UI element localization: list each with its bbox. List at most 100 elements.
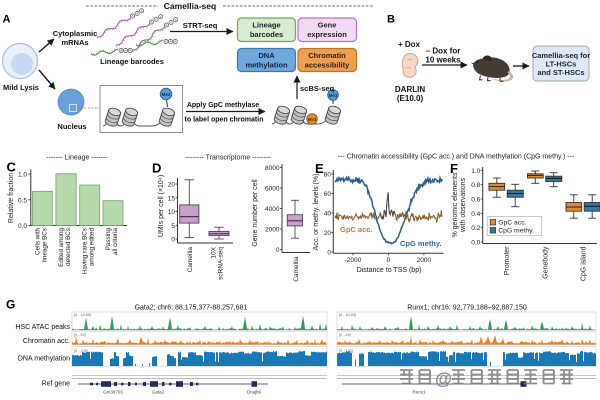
svg-text:Camellia-seq for: Camellia-seq for — [532, 51, 590, 60]
svg-text:CpG methy.: CpG methy. — [498, 228, 534, 235]
svg-text:60: 60 — [324, 191, 332, 198]
svg-text:detected BCs: detected BCs — [65, 228, 72, 266]
svg-text:1.0: 1.0 — [18, 172, 27, 179]
svg-text:HSC ATAC peaks: HSC ATAC peaks — [15, 324, 70, 331]
svg-text:A: A — [170, 40, 172, 44]
svg-text:A: A — [131, 14, 133, 18]
svg-text:A: A — [136, 12, 138, 16]
svg-text:15: 15 — [168, 195, 176, 202]
svg-text:Dnajb6: Dnajb6 — [247, 390, 262, 395]
svg-text:CpG island: CpG island — [581, 246, 588, 281]
svg-text:GpC acc.: GpC acc. — [340, 225, 373, 234]
svg-text:20: 20 — [168, 182, 176, 189]
svg-text:STRT-seq: STRT-seq — [183, 21, 218, 30]
svg-text:B: B — [387, 14, 395, 26]
svg-text:Camellia: Camellia — [293, 256, 300, 282]
svg-text:Gene number per cell: Gene number per cell — [252, 179, 259, 247]
svg-text:-------- Transcriptome -------: -------- Transcriptome -------- — [185, 155, 271, 162]
svg-text:A: A — [165, 23, 167, 27]
svg-text:A: A — [120, 49, 122, 53]
svg-text:Lineage barcodes: Lineage barcodes — [100, 57, 164, 66]
svg-text:all criteria: all criteria — [112, 228, 119, 255]
svg-text:80: 80 — [324, 172, 332, 179]
svg-text:-2000: -2000 — [345, 257, 362, 264]
svg-text:[0 - 50]: [0 - 50] — [74, 333, 86, 337]
svg-text:Edited among: Edited among — [58, 228, 65, 267]
svg-text:(E10.0): (E10.0) — [397, 94, 424, 103]
svg-text:0: 0 — [276, 247, 280, 254]
svg-text:among edited: among edited — [89, 228, 96, 267]
svg-text:UMIs per cell (×10⁴): UMIs per cell (×10⁴) — [158, 175, 165, 237]
svg-text:Camellia: Camellia — [187, 247, 194, 273]
svg-text:Gene: Gene — [318, 21, 337, 30]
svg-text:2000: 2000 — [417, 257, 432, 264]
svg-text:A: A — [155, 18, 157, 22]
svg-text:Gm38703: Gm38703 — [103, 390, 123, 395]
svg-text:A: A — [125, 49, 127, 53]
svg-text:F: F — [450, 161, 458, 176]
svg-text:0: 0 — [387, 257, 391, 264]
svg-text:--- Chromatin accessibility (G: --- Chromatin accessibility (GpC acc.) a… — [338, 154, 575, 161]
svg-text:Having rare BCs: Having rare BCs — [82, 228, 89, 274]
svg-text:and ST-HSCs: and ST-HSCs — [537, 68, 584, 77]
svg-text:E: E — [315, 161, 324, 176]
svg-text:Apply GpC methylase: Apply GpC methylase — [187, 102, 259, 109]
svg-text:A: A — [175, 18, 177, 22]
svg-text:A: A — [150, 20, 152, 24]
svg-text:[0 - 10.00]: [0 - 10.00] — [339, 313, 356, 317]
svg-text:Chromatin acc.: Chromatin acc. — [23, 338, 70, 345]
svg-text:scRNA-seq: scRNA-seq — [218, 247, 225, 280]
svg-text:scBS-seq: scBS-seq — [300, 84, 335, 93]
svg-text:with observations: with observations — [460, 177, 467, 233]
svg-text:40: 40 — [324, 211, 332, 218]
svg-text:lineage BCs: lineage BCs — [42, 228, 49, 262]
svg-text:methylation: methylation — [245, 61, 288, 70]
svg-text:1.0: 1.0 — [471, 168, 480, 175]
svg-text:4000: 4000 — [265, 206, 280, 213]
svg-text:5: 5 — [171, 223, 175, 230]
svg-text:Me3: Me3 — [308, 117, 317, 122]
svg-text:% genomic elements: % genomic elements — [452, 172, 459, 237]
svg-text:DNA: DNA — [258, 51, 275, 60]
svg-text:A: A — [174, 40, 176, 44]
svg-text:[0 - 45]: [0 - 45] — [339, 333, 351, 337]
svg-text:Gata2; chr6: 88,175,377-88,25: Gata2; chr6: 88,175,377-88,257,681 — [135, 305, 248, 312]
svg-text:CpG methy.: CpG methy. — [400, 239, 442, 248]
svg-text:10 weeks: 10 weeks — [425, 56, 461, 65]
svg-text:to label open chromatin: to label open chromatin — [185, 117, 264, 124]
svg-text:– Dox for: – Dox for — [426, 47, 461, 56]
svg-text:+ Dox: + Dox — [398, 40, 421, 49]
svg-text:[0 - 100]: [0 - 100] — [74, 349, 88, 353]
svg-text:LT-HSCs: LT-HSCs — [546, 60, 577, 69]
svg-text:GpC acc.: GpC acc. — [498, 220, 526, 227]
svg-text:0.8: 0.8 — [471, 182, 480, 189]
svg-text:accessibility: accessibility — [305, 61, 350, 70]
svg-text:Mild Lysis: Mild Lysis — [3, 83, 39, 92]
svg-text:Promoter: Promoter — [504, 246, 511, 275]
svg-text:Me3: Me3 — [329, 93, 338, 98]
svg-text:A: A — [129, 49, 131, 53]
svg-text:expression: expression — [307, 30, 347, 39]
svg-text:Cytoplasmic: Cytoplasmic — [53, 29, 98, 38]
svg-text:10X: 10X — [211, 246, 218, 258]
svg-text:A: A — [160, 15, 162, 19]
svg-text:0: 0 — [327, 250, 331, 257]
svg-text:------- Lineage -------: ------- Lineage ------- — [46, 155, 108, 162]
svg-text:A: A — [170, 21, 172, 25]
svg-text:Passing: Passing — [105, 228, 112, 251]
svg-text:Runx1: Runx1 — [412, 390, 426, 395]
svg-text:6000: 6000 — [265, 186, 280, 193]
svg-text:DARLIN: DARLIN — [395, 85, 425, 94]
svg-text:G: G — [6, 298, 15, 312]
svg-text:0.0: 0.0 — [471, 240, 480, 247]
svg-text:Ref gene: Ref gene — [42, 381, 71, 388]
svg-text:Distance to TSS (bp): Distance to TSS (bp) — [357, 267, 422, 274]
svg-text:Relative fraction: Relative fraction — [8, 173, 15, 223]
svg-text:Camellia-seq: Camellia-seq — [164, 1, 216, 11]
svg-text:8000: 8000 — [265, 165, 280, 172]
svg-text:C: C — [7, 160, 17, 175]
svg-text:0.6: 0.6 — [471, 197, 480, 204]
svg-text:0.4: 0.4 — [471, 211, 480, 218]
svg-text:[0 - 100]: [0 - 100] — [339, 349, 353, 353]
svg-text:0.2: 0.2 — [471, 225, 480, 232]
